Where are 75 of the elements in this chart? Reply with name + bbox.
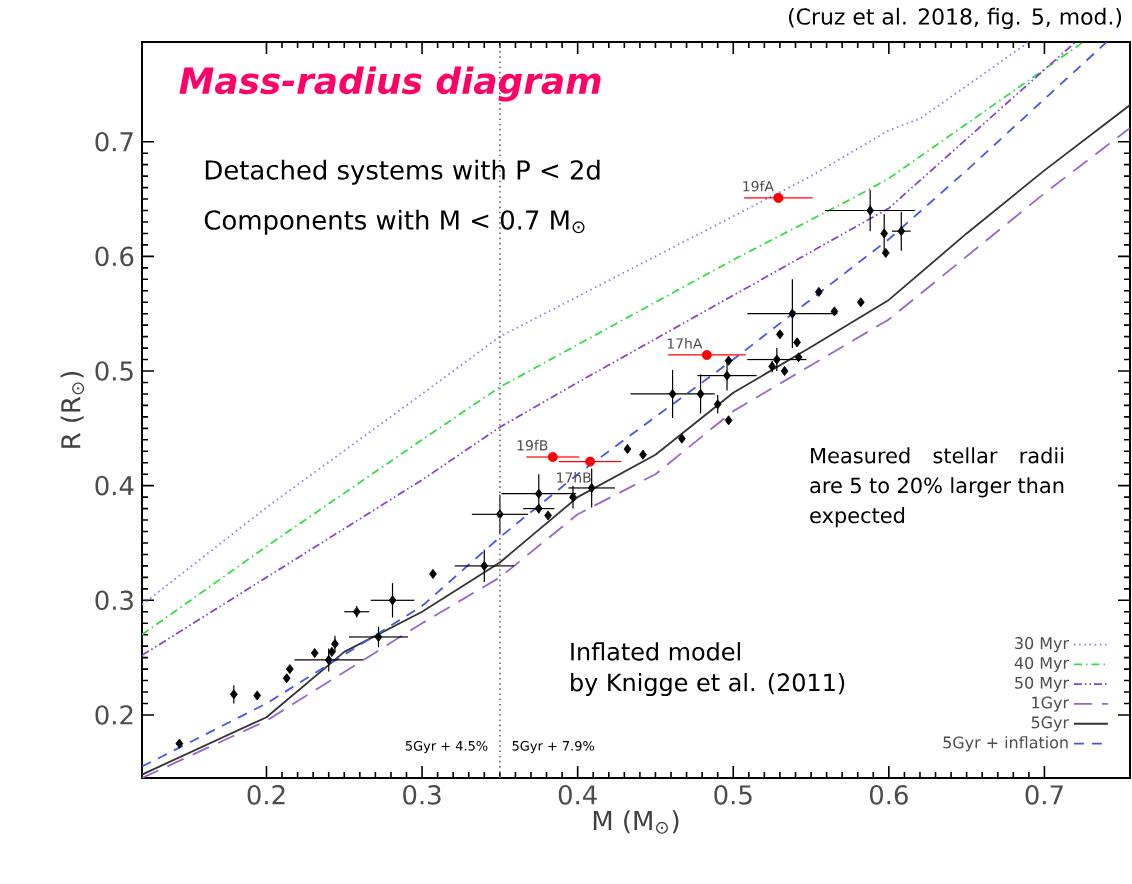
y-axis-title: R (R$_{⊙}$) (60, 371, 85, 448)
point (623, 443, 632, 454)
annotation: 19fA (743, 180, 774, 192)
point (175, 738, 184, 749)
x-tick-label: 0.2 (247, 785, 285, 805)
legend-label: 40 Myr (1014, 656, 1070, 673)
point (866, 205, 875, 216)
text: (Cruz et al. 2018, fig. 5, mod.) (789, 7, 1122, 30)
point (534, 488, 543, 499)
point (331, 638, 339, 649)
point (794, 352, 803, 363)
y-tick-label: 0.5 (95, 361, 133, 381)
point (788, 308, 797, 319)
point (253, 690, 261, 701)
legend-label: 1Gyr (1032, 696, 1070, 712)
point (639, 449, 647, 460)
point (793, 337, 801, 348)
annotation: Inflated model (571, 642, 740, 661)
y-tick-label: 0.6 (95, 246, 134, 267)
point (814, 286, 823, 297)
annotation: by Knigge et al. (2011) (571, 672, 845, 697)
y-tick-label: 0.2 (95, 705, 133, 725)
x-tick-label: 0.4 (558, 785, 597, 805)
point (881, 247, 890, 258)
point (857, 297, 865, 308)
point (773, 192, 784, 203)
annotation: 5Gyr + 7.9% (512, 740, 595, 754)
annotation: Components with M < 0.7 M$_{⊙}$ (204, 209, 585, 235)
point (429, 568, 437, 579)
point (324, 654, 333, 665)
x-tick-label: 0.7 (1025, 785, 1063, 805)
legend-label: 30 Myr (1015, 637, 1070, 653)
point (897, 226, 906, 237)
annotation: 17hA (667, 337, 703, 349)
point (534, 503, 543, 514)
point (724, 355, 733, 366)
point (587, 482, 596, 493)
x-tick-label: 0.6 (869, 785, 908, 805)
point (310, 648, 319, 659)
point (696, 388, 705, 399)
point (282, 673, 291, 684)
point (547, 452, 558, 462)
point (701, 349, 712, 360)
point (830, 306, 839, 317)
y-tick-label: 0.3 (95, 590, 133, 611)
x-axis-title: M (M$_{⊙}$) (593, 810, 679, 834)
point (724, 415, 733, 426)
point (374, 632, 383, 642)
y-tick-label: 0.4 (95, 475, 134, 496)
text: Mass-radius diagram (179, 66, 601, 102)
point (880, 228, 889, 239)
point (569, 492, 577, 503)
legend-label: 5Gyr (1031, 716, 1070, 732)
point (585, 456, 596, 467)
y-tick-label: 0.7 (95, 131, 133, 152)
x-tick-label: 0.5 (714, 785, 752, 805)
point (388, 595, 397, 606)
annotation: 19fB (517, 439, 548, 451)
point (544, 510, 552, 521)
point (678, 433, 686, 444)
annotation: Detached systems with P < 2d (205, 159, 600, 185)
legend-label: 50 Myr (1015, 676, 1070, 692)
point (723, 370, 731, 381)
annotation: 17hB (557, 471, 591, 483)
point (229, 689, 238, 700)
point (668, 388, 677, 399)
point (780, 366, 789, 376)
x-tick-label: 0.3 (403, 785, 441, 805)
point (713, 399, 722, 410)
annotation: Measured stellar radii are 5 to 20% larger than expected (810, 447, 1064, 528)
annotation: 5Gyr + 4.5% (405, 740, 488, 754)
point (776, 329, 784, 340)
legend-label: 5Gyr + inflation (943, 736, 1068, 752)
point (480, 560, 489, 571)
point (285, 664, 294, 675)
